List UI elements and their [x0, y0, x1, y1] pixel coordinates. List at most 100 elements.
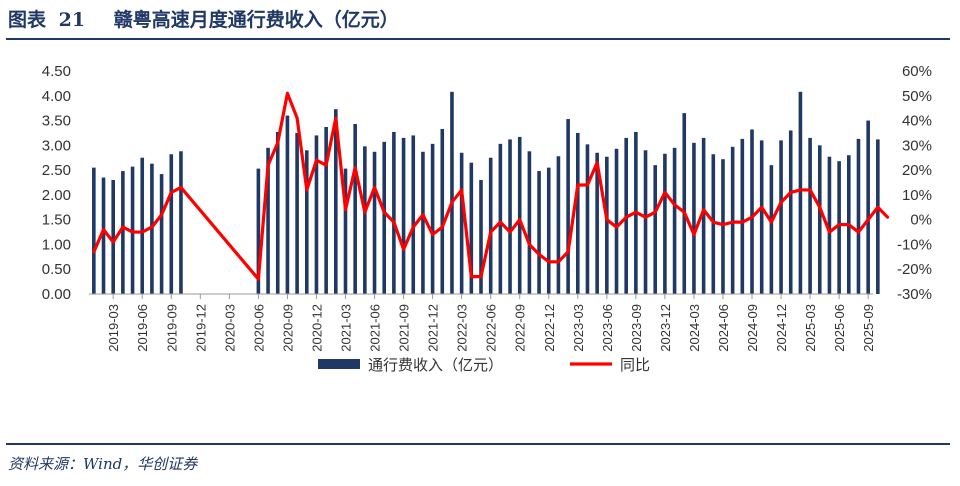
bar	[111, 180, 115, 294]
figure-number: 21	[58, 9, 86, 31]
bar	[663, 153, 667, 294]
x-tick-label: 2021-09	[397, 304, 412, 352]
bar	[324, 127, 328, 294]
bar	[343, 168, 348, 294]
bar	[275, 131, 280, 294]
left-y-tick-label: 1.50	[42, 212, 71, 229]
bar	[498, 143, 503, 294]
legend-line-label: 同比	[620, 356, 650, 374]
x-tick-label: 2025-06	[832, 304, 847, 352]
left-y-tick-label: 2.50	[42, 162, 71, 179]
bar	[653, 165, 658, 294]
right-y-tick-label: -10%	[897, 236, 932, 253]
bar	[488, 157, 493, 294]
bar	[450, 91, 454, 294]
bar	[798, 91, 803, 294]
bar	[334, 109, 338, 294]
bar	[817, 145, 822, 294]
x-tick-label: 2022-06	[484, 304, 499, 352]
top-rule	[6, 38, 950, 40]
bar	[779, 140, 783, 294]
bar	[692, 142, 696, 294]
bar	[382, 141, 387, 294]
yoy-line	[92, 91, 890, 281]
x-tick-label: 2023-09	[629, 304, 644, 352]
x-tick-label: 2024-06	[716, 304, 731, 352]
right-y-tick-label: -30%	[897, 286, 932, 303]
right-y-tick-label: 40%	[902, 113, 932, 130]
right-y-tick-label: 60%	[902, 63, 932, 80]
bar	[701, 137, 706, 294]
x-tick-label: 2019-03	[106, 304, 121, 352]
x-tick-label: 2024-03	[687, 304, 702, 352]
bar	[92, 167, 96, 294]
x-tick-label: 2025-09	[861, 304, 876, 352]
bar	[353, 124, 357, 295]
bar	[537, 171, 541, 294]
x-tick-label: 2020-06	[251, 304, 266, 352]
right-y-tick-label: 10%	[902, 187, 932, 204]
bar	[750, 129, 754, 294]
bar	[556, 156, 561, 294]
x-tick-label: 2023-06	[600, 304, 615, 352]
bar	[392, 131, 396, 294]
right-y-tick-label: -20%	[897, 261, 932, 278]
bar	[837, 161, 841, 294]
figure-title: 图表 21 赣粤高速月度通行费收入（亿元）	[8, 4, 399, 36]
bar	[614, 148, 619, 294]
bar	[314, 135, 319, 294]
bar	[101, 177, 106, 294]
bar	[295, 132, 299, 294]
bar	[401, 137, 406, 294]
bar	[363, 146, 367, 294]
bar	[527, 151, 532, 294]
x-tick-label: 2024-09	[745, 304, 760, 352]
bar	[643, 150, 648, 294]
bar	[411, 135, 416, 294]
axes: 0.00 0.50 1.00 1.50 2.00 2.50 3.00 3.50 4.00 4.50…	[42, 63, 932, 352]
bar	[266, 147, 270, 294]
right-y-tick-label: 0%	[910, 212, 932, 229]
bar	[759, 140, 764, 294]
bar	[517, 136, 522, 294]
bar	[856, 138, 861, 294]
bar	[711, 154, 716, 294]
bar	[459, 152, 464, 294]
x-tick-label: 2023-03	[571, 304, 586, 352]
bar	[440, 128, 445, 294]
left-y-tick-label: 4.00	[42, 88, 71, 105]
x-tick-label: 2020-09	[280, 304, 295, 352]
bar	[159, 174, 164, 294]
x-tick-label: 2020-12	[309, 304, 324, 352]
x-tick-label: 2019-12	[193, 304, 208, 352]
bar	[605, 156, 609, 294]
figure-label: 图表	[8, 9, 47, 31]
bar	[421, 151, 425, 294]
legend-bar-label: 通行费收入（亿元）	[368, 356, 503, 374]
x-tick-label: 2020-03	[222, 304, 237, 352]
bar	[575, 132, 580, 294]
x-tick-label: 2021-12	[426, 304, 441, 352]
left-y-tick-label: 3.50	[42, 113, 71, 130]
x-tick-label: 2022-03	[455, 304, 470, 352]
legend-bar-swatch	[318, 359, 360, 369]
source-note: 资料来源：Wind，华创证券	[8, 455, 198, 473]
bar	[566, 119, 570, 294]
bar	[304, 150, 309, 294]
right-y-tick-label: 50%	[902, 88, 932, 105]
right-y-tick-label: 30%	[902, 137, 932, 154]
bar	[169, 154, 174, 294]
bar	[730, 146, 735, 294]
left-y-tick-label: 0.00	[42, 286, 71, 303]
x-tick-label: 2023-12	[658, 304, 673, 352]
bottom-rule	[6, 443, 950, 445]
left-y-tick-label: 0.50	[42, 261, 71, 278]
bar	[682, 113, 687, 295]
bar	[179, 151, 183, 294]
bar	[595, 152, 599, 294]
x-tick-label: 2019-06	[135, 304, 150, 352]
left-y-tick-label: 1.00	[42, 236, 71, 253]
bar	[827, 156, 832, 294]
bar	[430, 143, 435, 294]
bar	[876, 139, 880, 294]
